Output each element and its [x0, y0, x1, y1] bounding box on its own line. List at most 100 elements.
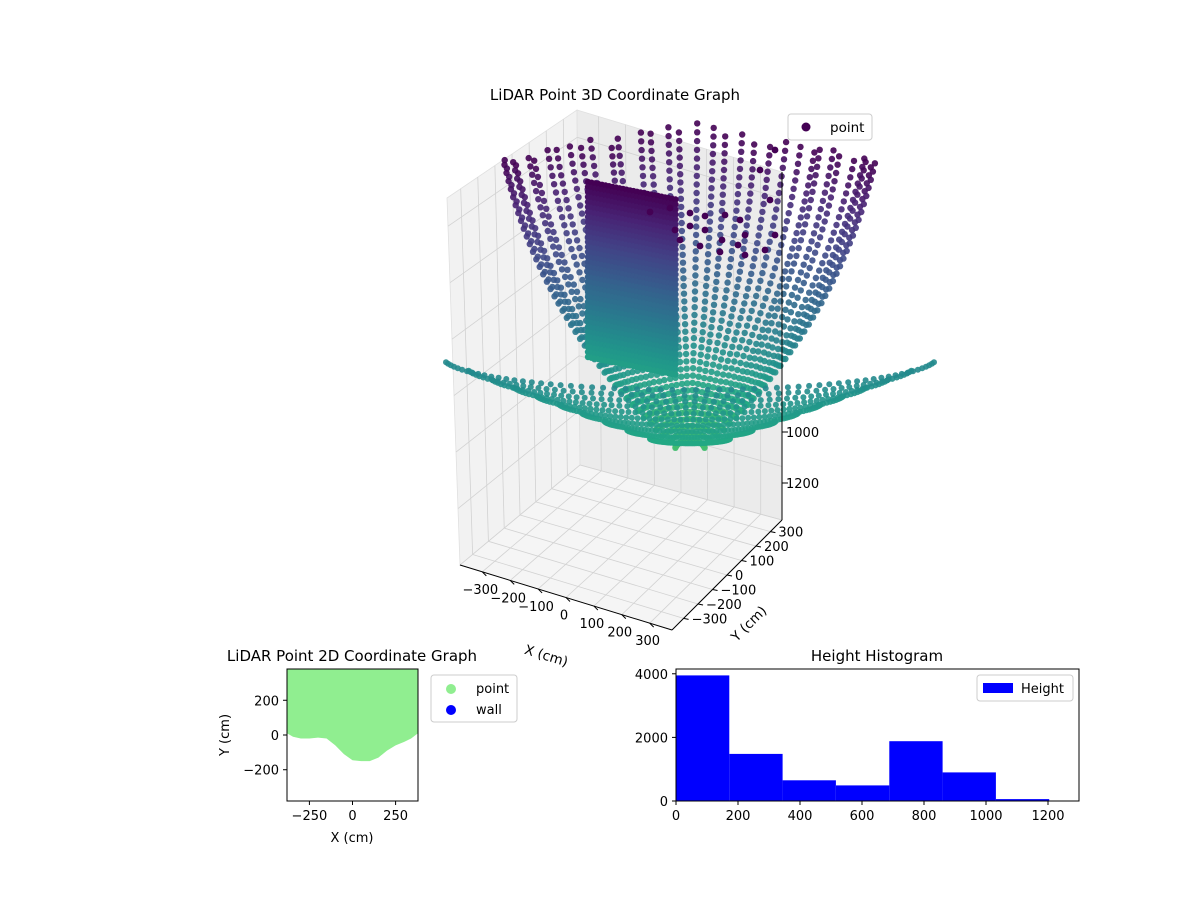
cloud-point — [806, 382, 813, 389]
cloud-point — [730, 398, 736, 405]
histogram-bar — [995, 799, 1050, 801]
cloud-point — [832, 169, 840, 177]
cloud-point — [459, 366, 466, 373]
z-tick-label-3d: 1200 — [786, 477, 819, 492]
cloud-point — [813, 163, 821, 170]
cloud-point — [825, 202, 833, 209]
cloud-point — [733, 207, 740, 214]
cloud-point — [675, 129, 683, 136]
cloud-point — [830, 147, 837, 154]
cloud-point — [560, 387, 567, 394]
cloud-point — [811, 149, 818, 156]
cloud-point — [581, 169, 588, 177]
cloud-point — [535, 196, 542, 203]
cloud-point — [765, 327, 772, 334]
cloud-point — [756, 414, 763, 420]
cloud-point — [679, 243, 686, 251]
cloud-point — [741, 300, 748, 307]
cloud-point — [571, 403, 578, 410]
legend-2d-wall-marker — [446, 705, 456, 715]
cloud-point — [774, 290, 781, 297]
cloud-point — [590, 162, 598, 170]
cloud-point — [807, 398, 814, 405]
cloud-point — [672, 266, 679, 273]
histogram-title: Height Histogram — [811, 647, 943, 665]
cloud-point — [720, 302, 728, 309]
cloud-point — [809, 314, 817, 321]
cloud-point — [556, 163, 563, 171]
cloud-point — [561, 273, 569, 281]
cloud-point — [701, 306, 708, 313]
cloud-point — [802, 403, 809, 410]
cloud-point — [661, 410, 668, 417]
cloud-point — [716, 363, 723, 370]
cloud-point — [836, 389, 843, 396]
cloud-point — [544, 255, 551, 262]
cloud-point — [856, 183, 863, 190]
cloud-point — [646, 415, 653, 422]
cloud-point — [802, 296, 809, 304]
cloud-point — [590, 395, 596, 402]
cloud-point — [743, 322, 751, 329]
cloud-point — [809, 188, 816, 195]
histogram-bar — [782, 780, 836, 801]
cloud-point — [773, 337, 780, 344]
cloud-point — [838, 206, 845, 213]
cloud-point — [673, 422, 680, 429]
cloud-point — [774, 305, 781, 312]
cloud-point — [710, 422, 717, 429]
cloud-point — [663, 422, 670, 429]
cloud-point — [529, 217, 536, 224]
cloud-point — [618, 408, 625, 415]
cloud-point — [721, 211, 729, 219]
cloud-point — [765, 312, 772, 319]
x-tick — [565, 597, 571, 602]
cloud-point — [683, 358, 690, 365]
cloud-point — [690, 350, 697, 357]
cloud-point — [560, 397, 567, 404]
cloud-point — [784, 260, 791, 268]
cloud-point — [706, 218, 714, 225]
cloud-point — [681, 386, 688, 393]
cloud-point — [696, 416, 703, 423]
cloud-point — [708, 404, 715, 411]
cloud-point — [796, 152, 803, 159]
cloud-point — [784, 395, 790, 402]
cloud-point — [678, 203, 685, 211]
cloud-point — [773, 257, 781, 264]
cloud-point — [528, 238, 535, 245]
y-tick-label-3d: 300 — [778, 526, 803, 541]
cloud-point — [791, 284, 799, 291]
cloud-point — [842, 190, 850, 197]
cloud-point — [791, 301, 798, 309]
cloud-point — [739, 307, 746, 315]
cloud-point — [691, 404, 698, 411]
cloud-point — [858, 175, 865, 182]
cloud-point — [599, 407, 606, 414]
cloud-point — [719, 349, 727, 356]
cloud-point — [519, 186, 526, 193]
cloud-point — [854, 378, 861, 385]
cloud-point — [558, 172, 565, 179]
legend-histogram-label: Height — [1021, 682, 1064, 697]
cloud-point — [814, 241, 821, 249]
cloud-point — [561, 222, 568, 229]
cloud-point — [648, 421, 655, 428]
cloud-point — [665, 132, 672, 140]
cloud-point — [771, 231, 779, 239]
cloud-point — [488, 373, 495, 380]
cloud-point — [823, 210, 831, 217]
cloud-point — [691, 311, 698, 319]
cloud-point — [771, 146, 779, 154]
cloud-point — [579, 276, 586, 284]
cloud-point — [709, 416, 716, 423]
cloud-point — [506, 173, 513, 180]
cloud-point — [707, 331, 714, 338]
cloud-point — [863, 192, 870, 200]
cloud-point — [794, 160, 802, 167]
cloud-point — [808, 165, 815, 173]
cloud-point — [653, 421, 660, 428]
cloud-point — [725, 421, 732, 428]
cloud-point — [731, 336, 738, 343]
cloud-point — [705, 346, 712, 353]
